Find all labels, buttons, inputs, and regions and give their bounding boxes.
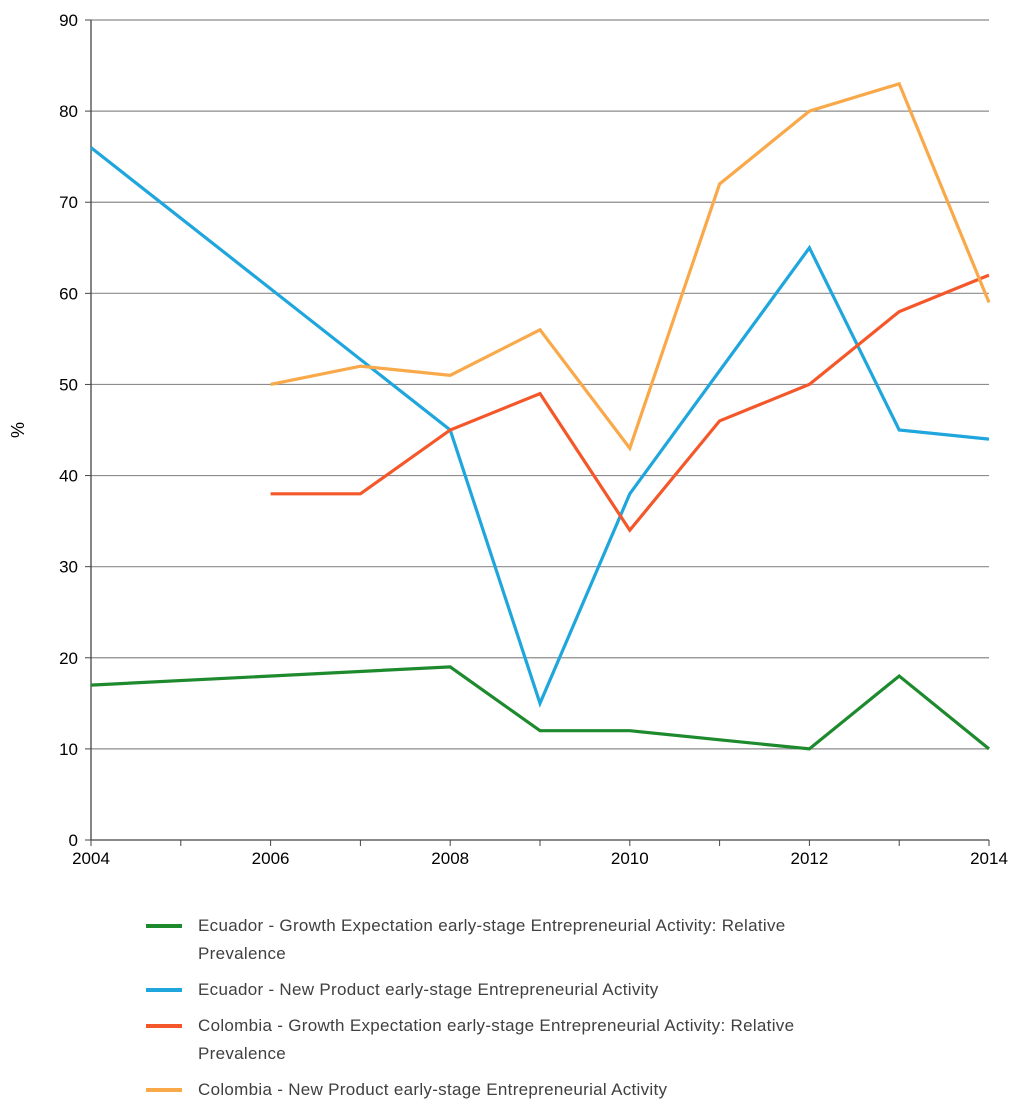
axes xyxy=(90,20,989,841)
y-tick-label: 10 xyxy=(59,740,78,759)
legend-label: Colombia - New Product early-stage Entre… xyxy=(198,1080,668,1099)
series-line-2 xyxy=(90,146,990,708)
legend: Ecuador - Growth Expectation early-stage… xyxy=(146,912,906,1112)
x-axis-ticks: 2004 2006 2008 2010 2012 2014 xyxy=(72,840,1008,868)
series-lines xyxy=(90,81,991,751)
legend-item: Ecuador - Growth Expectation early-stage… xyxy=(146,912,906,968)
x-tick-label: 2012 xyxy=(790,849,828,868)
legend-label: Ecuador - Growth Expectation early-stage… xyxy=(198,916,786,963)
y-tick-label: 0 xyxy=(69,831,78,850)
legend-swatch xyxy=(146,1088,182,1092)
legend-item: Colombia - Growth Expectation early-stag… xyxy=(146,1012,906,1068)
x-tick-label: 2014 xyxy=(970,849,1008,868)
y-axis-ticks: 0 10 20 30 40 50 60 70 80 90 xyxy=(59,11,91,850)
y-tick-label: 30 xyxy=(59,558,78,577)
legend-label: Colombia - Growth Expectation early-stag… xyxy=(198,1016,795,1063)
x-tick-label: 2004 xyxy=(72,849,110,868)
legend-item: Ecuador - New Product early-stage Entrep… xyxy=(146,976,906,1004)
y-axis-title: % xyxy=(8,422,28,438)
y-tick-label: 60 xyxy=(59,284,78,303)
legend-label: Ecuador - New Product early-stage Entrep… xyxy=(198,980,659,999)
series-line-1 xyxy=(90,665,991,751)
x-tick-label: 2008 xyxy=(431,849,469,868)
line-chart: 0 10 20 30 40 50 60 70 80 90 2004 2006 2008 2010 2012… xyxy=(8,11,1008,868)
x-tick-label: 2006 xyxy=(252,849,290,868)
x-tick-label: 2010 xyxy=(611,849,649,868)
series-line-3 xyxy=(270,273,990,533)
y-tick-label: 50 xyxy=(59,375,78,394)
y-tick-label: 20 xyxy=(59,649,78,668)
legend-swatch xyxy=(146,1024,182,1028)
legend-swatch xyxy=(146,988,182,992)
y-tick-label: 40 xyxy=(59,467,78,486)
y-tick-label: 90 xyxy=(59,11,78,30)
legend-swatch xyxy=(146,924,182,928)
gridlines xyxy=(91,19,989,750)
legend-item: Colombia - New Product early-stage Entre… xyxy=(146,1076,906,1104)
y-tick-label: 80 xyxy=(59,102,78,121)
y-tick-label: 70 xyxy=(59,193,78,212)
series-line-4 xyxy=(270,81,991,452)
